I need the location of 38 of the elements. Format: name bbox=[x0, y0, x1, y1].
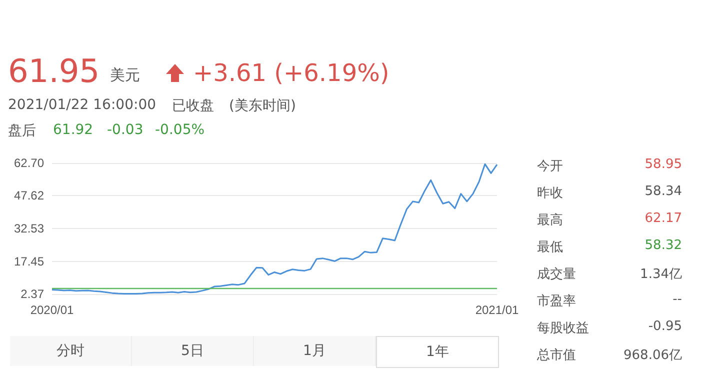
y-tick-label: 32.53 bbox=[14, 222, 44, 236]
text: 1年 bbox=[376, 336, 499, 368]
text: (美东时间) bbox=[229, 97, 296, 115]
text: 市盈率 bbox=[537, 293, 576, 310]
text: 盘后 bbox=[8, 122, 36, 140]
text: 58.32 bbox=[644, 238, 682, 253]
text: +3.61 (+6.19%) bbox=[193, 59, 390, 87]
text: 最低 bbox=[537, 239, 563, 256]
text: 61.92 bbox=[53, 122, 94, 138]
text: 已收盘 bbox=[172, 97, 214, 115]
text: 每股收益 bbox=[537, 320, 589, 337]
x-tick-label: 2021/01 bbox=[475, 303, 520, 317]
text: 1.34亿 bbox=[639, 266, 682, 283]
text: 1月 bbox=[254, 336, 376, 366]
y-tick-label: 2.37 bbox=[20, 287, 44, 301]
y-tick-label: 47.62 bbox=[14, 188, 44, 203]
line-series bbox=[51, 163, 498, 294]
text: 总市值 bbox=[537, 347, 576, 364]
text: -0.03 bbox=[107, 122, 144, 138]
text: -0.05% bbox=[155, 122, 205, 138]
text: 2021/01/22 16:00:00 bbox=[8, 97, 156, 113]
text: 58.34 bbox=[644, 184, 682, 199]
chart-title: 61.95 bbox=[8, 52, 100, 90]
text: 分时 bbox=[10, 336, 132, 366]
text: 今开 bbox=[537, 158, 563, 175]
text: 最高 bbox=[537, 212, 563, 229]
text: 美元 bbox=[110, 66, 140, 85]
x-tick-label: 2020/01 bbox=[30, 303, 74, 317]
text: 58.95 bbox=[644, 157, 682, 172]
y-tick-label: 17.45 bbox=[14, 254, 44, 268]
text: 昨收 bbox=[537, 185, 563, 202]
text: 62.17 bbox=[644, 211, 682, 226]
text: 5日 bbox=[132, 336, 254, 366]
text: 968.06亿 bbox=[622, 347, 682, 364]
y-tick-label: 62.70 bbox=[14, 156, 44, 170]
text: 成交量 bbox=[537, 266, 576, 283]
text: -0.95 bbox=[647, 319, 682, 334]
text: -- bbox=[672, 292, 682, 307]
